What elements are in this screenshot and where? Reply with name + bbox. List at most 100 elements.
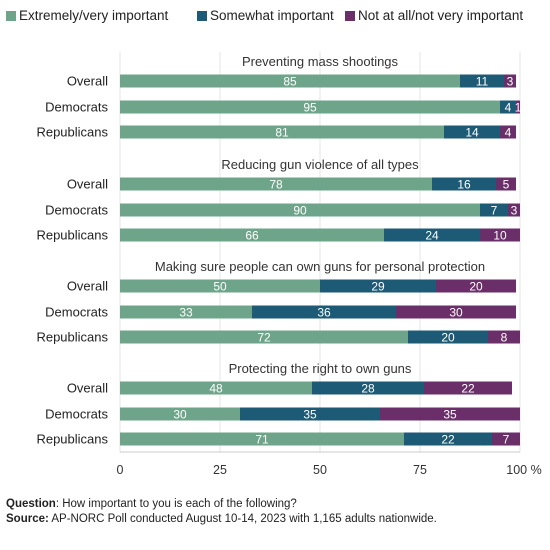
data-label-2-1-2: 30 [449, 306, 463, 320]
legend-label-0: Extremely/very important [19, 8, 169, 23]
legend-label-1: Somewhat important [210, 8, 334, 23]
data-label-3-2-1: 22 [441, 433, 455, 447]
data-label-2-0-2: 20 [469, 280, 483, 294]
row-label-3-0: Overall [67, 381, 108, 396]
bar-segment-2-0-2 [436, 279, 516, 293]
bar-segment-0-0-2 [504, 74, 516, 88]
data-label-1-1-0: 90 [293, 204, 307, 218]
row-label-2-2: Republicans [36, 330, 108, 345]
bar-segment-0-2-0 [120, 125, 444, 139]
source-label: Source: [6, 513, 49, 525]
data-label-2-2-1: 20 [441, 331, 455, 345]
bar-segment-2-2-0 [120, 330, 408, 344]
legend-swatch-1 [197, 11, 207, 21]
data-label-0-2-2: 4 [505, 126, 512, 140]
row-label-0-2: Republicans [36, 125, 108, 140]
bar-segment-3-1-2 [380, 407, 520, 421]
stacked-bar-chart: Extremely/very important Somewhat importa… [6, 8, 542, 477]
bar-segment-2-1-1 [252, 305, 396, 319]
group-title-0: Preventing mass shootings [242, 54, 399, 69]
bar-segment-0-2-1 [444, 125, 500, 139]
data-label-3-0-0: 48 [209, 382, 223, 396]
source-note: Source: AP-NORC Poll conducted August 10… [6, 512, 546, 527]
data-label-2-1-0: 33 [179, 306, 193, 320]
data-label-1-2-0: 66 [245, 229, 259, 243]
row-label-3-2: Republicans [36, 432, 108, 447]
row-label-0-1: Democrats [45, 100, 108, 115]
bar-segment-1-1-1 [480, 203, 508, 217]
bar-segment-1-2-2 [480, 228, 520, 242]
bar-segment-3-0-0 [120, 381, 312, 395]
bar-segment-0-1-0 [120, 100, 500, 114]
question-note: Question: How important to you is each o… [6, 497, 546, 512]
question-label: Question [6, 498, 56, 510]
bar-segment-2-0-1 [320, 279, 436, 293]
bar-segment-3-0-1 [312, 381, 424, 395]
data-label-2-0-1: 29 [371, 280, 385, 294]
bar-segment-0-1-2 [516, 100, 520, 114]
data-label-3-2-2: 7 [503, 433, 510, 447]
data-label-0-0-2: 3 [507, 75, 514, 89]
bar-segment-2-1-0 [120, 305, 252, 319]
bar-segment-0-2-2 [500, 125, 516, 139]
data-label-1-0-0: 78 [269, 178, 283, 192]
row-label-3-1: Democrats [45, 407, 108, 422]
bar-segment-1-0-0 [120, 177, 432, 191]
data-label-3-1-1: 35 [303, 408, 317, 422]
bar-segment-1-1-2 [508, 203, 520, 217]
bar-segment-3-2-1 [404, 432, 492, 446]
data-label-1-0-1: 16 [457, 178, 471, 192]
bar-segment-2-0-0 [120, 279, 320, 293]
bar-segment-3-1-0 [120, 407, 240, 421]
legend-swatch-0 [6, 11, 16, 21]
data-label-0-2-1: 14 [465, 126, 479, 140]
x-tick-label-3: 75 [413, 463, 427, 477]
x-tick-label-0: 0 [117, 463, 124, 477]
data-label-1-2-1: 24 [425, 229, 439, 243]
data-label-2-1-1: 36 [317, 306, 331, 320]
data-label-3-0-1: 28 [361, 382, 375, 396]
data-label-2-0-0: 50 [213, 280, 227, 294]
data-label-2-2-0: 72 [257, 331, 271, 345]
bar-segment-1-0-1 [432, 177, 496, 191]
data-label-3-1-0: 30 [173, 408, 187, 422]
row-label-2-0: Overall [67, 279, 108, 294]
data-label-1-1-2: 3 [511, 204, 518, 218]
legend-label-2: Not at all/not very important [358, 8, 523, 23]
row-label-2-1: Democrats [45, 305, 108, 320]
bar-segment-3-0-2 [424, 381, 512, 395]
row-label-1-2: Republicans [36, 228, 108, 243]
data-label-1-0-2: 5 [503, 178, 510, 192]
data-label-2-2-2: 8 [501, 331, 508, 345]
group-title-3: Protecting the right to own guns [229, 361, 412, 376]
bar-segment-2-1-2 [396, 305, 516, 319]
source-text: AP-NORC Poll conducted August 10-14, 202… [48, 513, 437, 525]
chart-notes: Question: How important to you is each o… [6, 497, 546, 527]
x-tick-label-4: 100 % [506, 463, 541, 477]
data-label-0-1-2: 1 [515, 101, 522, 115]
group-title-2: Making sure people can own guns for pers… [155, 259, 485, 274]
bar-segment-2-2-1 [408, 330, 488, 344]
data-label-1-2-2: 10 [493, 229, 507, 243]
data-label-0-2-0: 81 [275, 126, 289, 140]
x-tick-label-2: 50 [313, 463, 327, 477]
row-label-1-1: Democrats [45, 203, 108, 218]
data-label-0-1-0: 95 [303, 101, 317, 115]
legend-swatch-2 [345, 11, 355, 21]
data-label-0-0-1: 11 [476, 75, 489, 89]
bar-segment-3-2-0 [120, 432, 404, 446]
x-tick-label-1: 25 [213, 463, 227, 477]
row-label-0-0: Overall [67, 74, 108, 89]
bar-segment-3-1-1 [240, 407, 380, 421]
bar-segment-3-2-2 [492, 432, 520, 446]
bar-segment-0-1-1 [500, 100, 516, 114]
row-label-1-0: Overall [67, 177, 108, 192]
data-label-3-2-0: 71 [255, 433, 269, 447]
data-label-0-0-0: 85 [283, 75, 297, 89]
bar-segment-1-2-1 [384, 228, 480, 242]
bar-segment-0-0-1 [460, 74, 504, 88]
data-label-3-1-2: 35 [443, 408, 457, 422]
bar-segment-0-0-0 [120, 74, 460, 88]
group-title-1: Reducing gun violence of all types [221, 157, 419, 172]
bar-segment-1-1-0 [120, 203, 480, 217]
